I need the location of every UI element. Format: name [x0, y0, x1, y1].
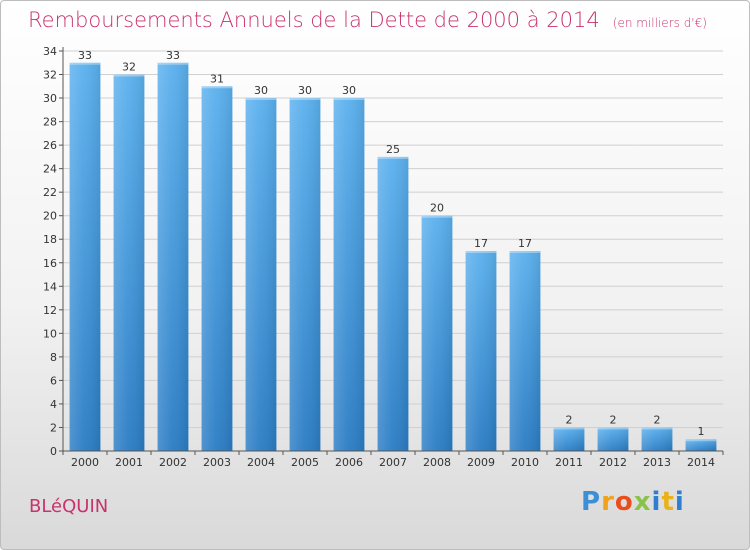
bar-highlight-2012	[597, 427, 629, 430]
bar-shine-2010	[509, 251, 541, 451]
bar-highlight-2003	[201, 86, 233, 89]
logo-letter: o	[614, 487, 634, 517]
y-tick-label: 0	[50, 445, 57, 458]
bar-highlight-2007	[377, 156, 409, 159]
chart-unit-note: (en milliers d'€)	[612, 16, 707, 30]
value-label-2003: 31	[210, 72, 224, 85]
y-tick-label: 26	[43, 139, 57, 152]
y-tick-label: 4	[50, 398, 57, 411]
bar-highlight-2009	[465, 251, 497, 253]
bar-highlight-2004	[245, 98, 277, 101]
value-label-2009: 17	[474, 237, 488, 250]
x-tick-label-2002: 2002	[159, 456, 187, 469]
value-label-2000: 33	[78, 49, 92, 62]
value-label-2014: 1	[698, 425, 705, 438]
y-tick-label: 12	[43, 304, 57, 317]
chart-title: Remboursements Annuels de la Dette de 20…	[28, 8, 600, 32]
logo-letter: i	[651, 487, 662, 517]
bar-shine-2014	[685, 439, 717, 451]
x-tick-label-2014: 2014	[687, 456, 715, 469]
x-tick-label-2008: 2008	[423, 456, 451, 469]
bar-shine-2013	[641, 427, 673, 451]
y-tick-label: 2	[50, 421, 57, 434]
y-tick-label: 22	[43, 186, 57, 199]
value-label-2007: 25	[386, 143, 400, 156]
x-tick-label-2011: 2011	[555, 456, 583, 469]
bar-highlight-2001	[113, 74, 145, 77]
bar-shine-2011	[553, 427, 585, 451]
y-tick-label: 34	[43, 45, 57, 58]
x-tick-label-2006: 2006	[335, 456, 363, 469]
bar-highlight-2005	[289, 98, 321, 101]
logo-letter: P	[581, 487, 602, 517]
bar-highlight-2013	[641, 427, 673, 430]
bar-shine-2008	[421, 215, 453, 451]
x-tick-label-2001: 2001	[115, 456, 143, 469]
y-tick-label: 14	[43, 280, 57, 293]
y-tick-label: 20	[43, 210, 57, 223]
y-tick-label: 6	[50, 374, 57, 387]
y-tick-label: 24	[43, 163, 57, 176]
value-label-2010: 17	[518, 237, 532, 250]
x-tick-label-2003: 2003	[203, 456, 231, 469]
x-tick-label-2004: 2004	[247, 456, 275, 469]
y-tick-label: 28	[43, 116, 57, 129]
y-tick-label: 32	[43, 69, 57, 82]
x-tick-label-2013: 2013	[643, 456, 671, 469]
proxiti-logo: Proxiti	[581, 487, 685, 517]
value-label-2006: 30	[342, 84, 356, 97]
value-label-2012: 2	[610, 413, 617, 426]
bar-shine-2012	[597, 427, 629, 451]
value-label-2013: 2	[654, 413, 661, 426]
y-tick-label: 16	[43, 257, 57, 270]
value-label-2001: 32	[122, 61, 136, 74]
y-tick-label: 10	[43, 327, 57, 340]
y-tick-label: 30	[43, 92, 57, 105]
logo-letter: t	[661, 487, 675, 517]
value-label-2005: 30	[298, 84, 312, 97]
bar-shine-2006	[333, 98, 365, 451]
bar-highlight-2002	[157, 62, 189, 65]
value-label-2011: 2	[566, 413, 573, 426]
bar-shine-2002	[157, 62, 189, 451]
bar-shine-2004	[245, 98, 277, 451]
x-tick-label-2009: 2009	[467, 456, 495, 469]
x-tick-label-2005: 2005	[291, 456, 319, 469]
value-label-2004: 30	[254, 84, 268, 97]
x-tick-label-2000: 2000	[71, 456, 99, 469]
bar-shine-2005	[289, 98, 321, 451]
chart-title-block: Remboursements Annuels de la Dette de 20…	[28, 8, 707, 32]
value-label-2002: 33	[166, 49, 180, 62]
x-tick-label-2010: 2010	[511, 456, 539, 469]
logo-letter: x	[633, 487, 652, 517]
bar-shine-2009	[465, 251, 497, 451]
bar-shine-2001	[113, 74, 145, 451]
bar-highlight-2006	[333, 98, 365, 101]
bar-highlight-2008	[421, 215, 453, 218]
bar-shine-2007	[377, 156, 409, 451]
y-tick-label: 8	[50, 351, 57, 364]
logo-letter: r	[601, 487, 615, 517]
bar-highlight-2000	[69, 62, 101, 65]
bar-highlight-2014	[685, 439, 717, 442]
bar-highlight-2011	[553, 427, 585, 430]
x-tick-label-2007: 2007	[379, 456, 407, 469]
bar-highlight-2010	[509, 251, 541, 253]
town-name: BLéQUIN	[29, 496, 109, 517]
x-tick-label-2012: 2012	[599, 456, 627, 469]
bar-shine-2000	[69, 62, 101, 451]
logo-letter: i	[674, 487, 685, 517]
value-label-2008: 20	[430, 202, 444, 215]
y-tick-label: 18	[43, 233, 57, 246]
bar-shine-2003	[201, 86, 233, 451]
